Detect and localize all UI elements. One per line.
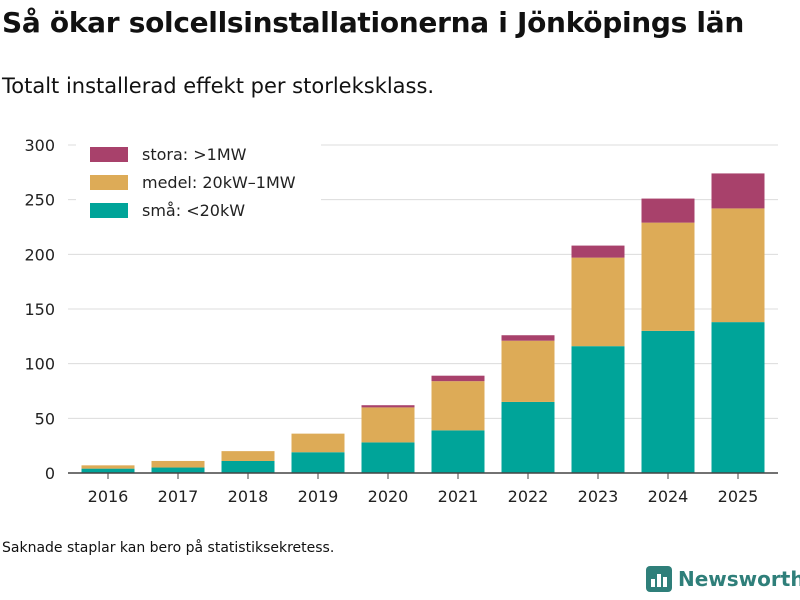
y-tick-label: 250	[24, 191, 55, 210]
x-tick-label: 2021	[438, 487, 479, 506]
bar-segment	[501, 401, 555, 473]
x-tick-label: 2023	[578, 487, 619, 506]
bar-segment	[431, 430, 485, 473]
bar-segment	[641, 330, 695, 473]
bar-segment	[571, 245, 625, 258]
x-tick-label: 2017	[158, 487, 199, 506]
chart-title: Så ökar solcellsinstallationerna i Jönkö…	[2, 6, 744, 39]
bar-segment	[501, 340, 555, 402]
y-tick-label: 150	[24, 300, 55, 319]
legend-swatch	[90, 203, 128, 218]
bar-segment	[361, 442, 415, 473]
y-tick-label: 0	[45, 464, 55, 483]
bar-segment	[291, 433, 345, 453]
bar-segment	[81, 468, 135, 473]
bar-segment	[571, 257, 625, 347]
bar-segment	[151, 460, 205, 468]
y-tick-label: 100	[24, 355, 55, 374]
x-tick-label: 2020	[368, 487, 409, 506]
bar-segment	[361, 407, 415, 443]
bar-segment	[641, 222, 695, 331]
bar-segment	[501, 335, 555, 341]
x-tick-label: 2025	[718, 487, 759, 506]
bar-segment	[711, 173, 765, 209]
chart-subtitle: Totalt installerad effekt per storlekskl…	[2, 74, 435, 98]
y-tick-label: 200	[24, 245, 55, 264]
legend-label: små: <20kW	[142, 201, 245, 220]
y-tick-label: 300	[24, 136, 55, 155]
x-tick-label: 2024	[648, 487, 689, 506]
y-tick-label: 50	[35, 409, 55, 428]
legend-label: medel: 20kW–1MW	[142, 173, 296, 192]
x-tick-label: 2016	[88, 487, 129, 506]
x-tick-label: 2019	[298, 487, 339, 506]
brand-logo[interactable]: Newsworthy	[646, 566, 800, 592]
bar-segment	[711, 208, 765, 323]
brand-name: Newsworthy	[678, 567, 800, 591]
bar-segment	[361, 405, 415, 408]
x-tick-label: 2018	[228, 487, 269, 506]
footnote: Saknade staplar kan bero på statistiksek…	[2, 540, 335, 556]
legend-swatch	[90, 147, 128, 162]
bar-segment	[291, 452, 345, 473]
bar-segment	[571, 346, 625, 473]
bar-segment	[431, 375, 485, 382]
x-tick-label: 2022	[508, 487, 549, 506]
bar-segment	[151, 467, 205, 473]
bar-segment	[711, 322, 765, 473]
bar-segment	[221, 451, 275, 461]
bar-segment	[641, 198, 695, 223]
legend-label: stora: >1MW	[142, 145, 247, 164]
bar-segment	[81, 465, 135, 469]
bar-segment	[221, 460, 275, 473]
bar-chart-logo-icon	[646, 566, 672, 592]
legend-swatch	[90, 175, 128, 190]
bar-segment	[431, 381, 485, 431]
